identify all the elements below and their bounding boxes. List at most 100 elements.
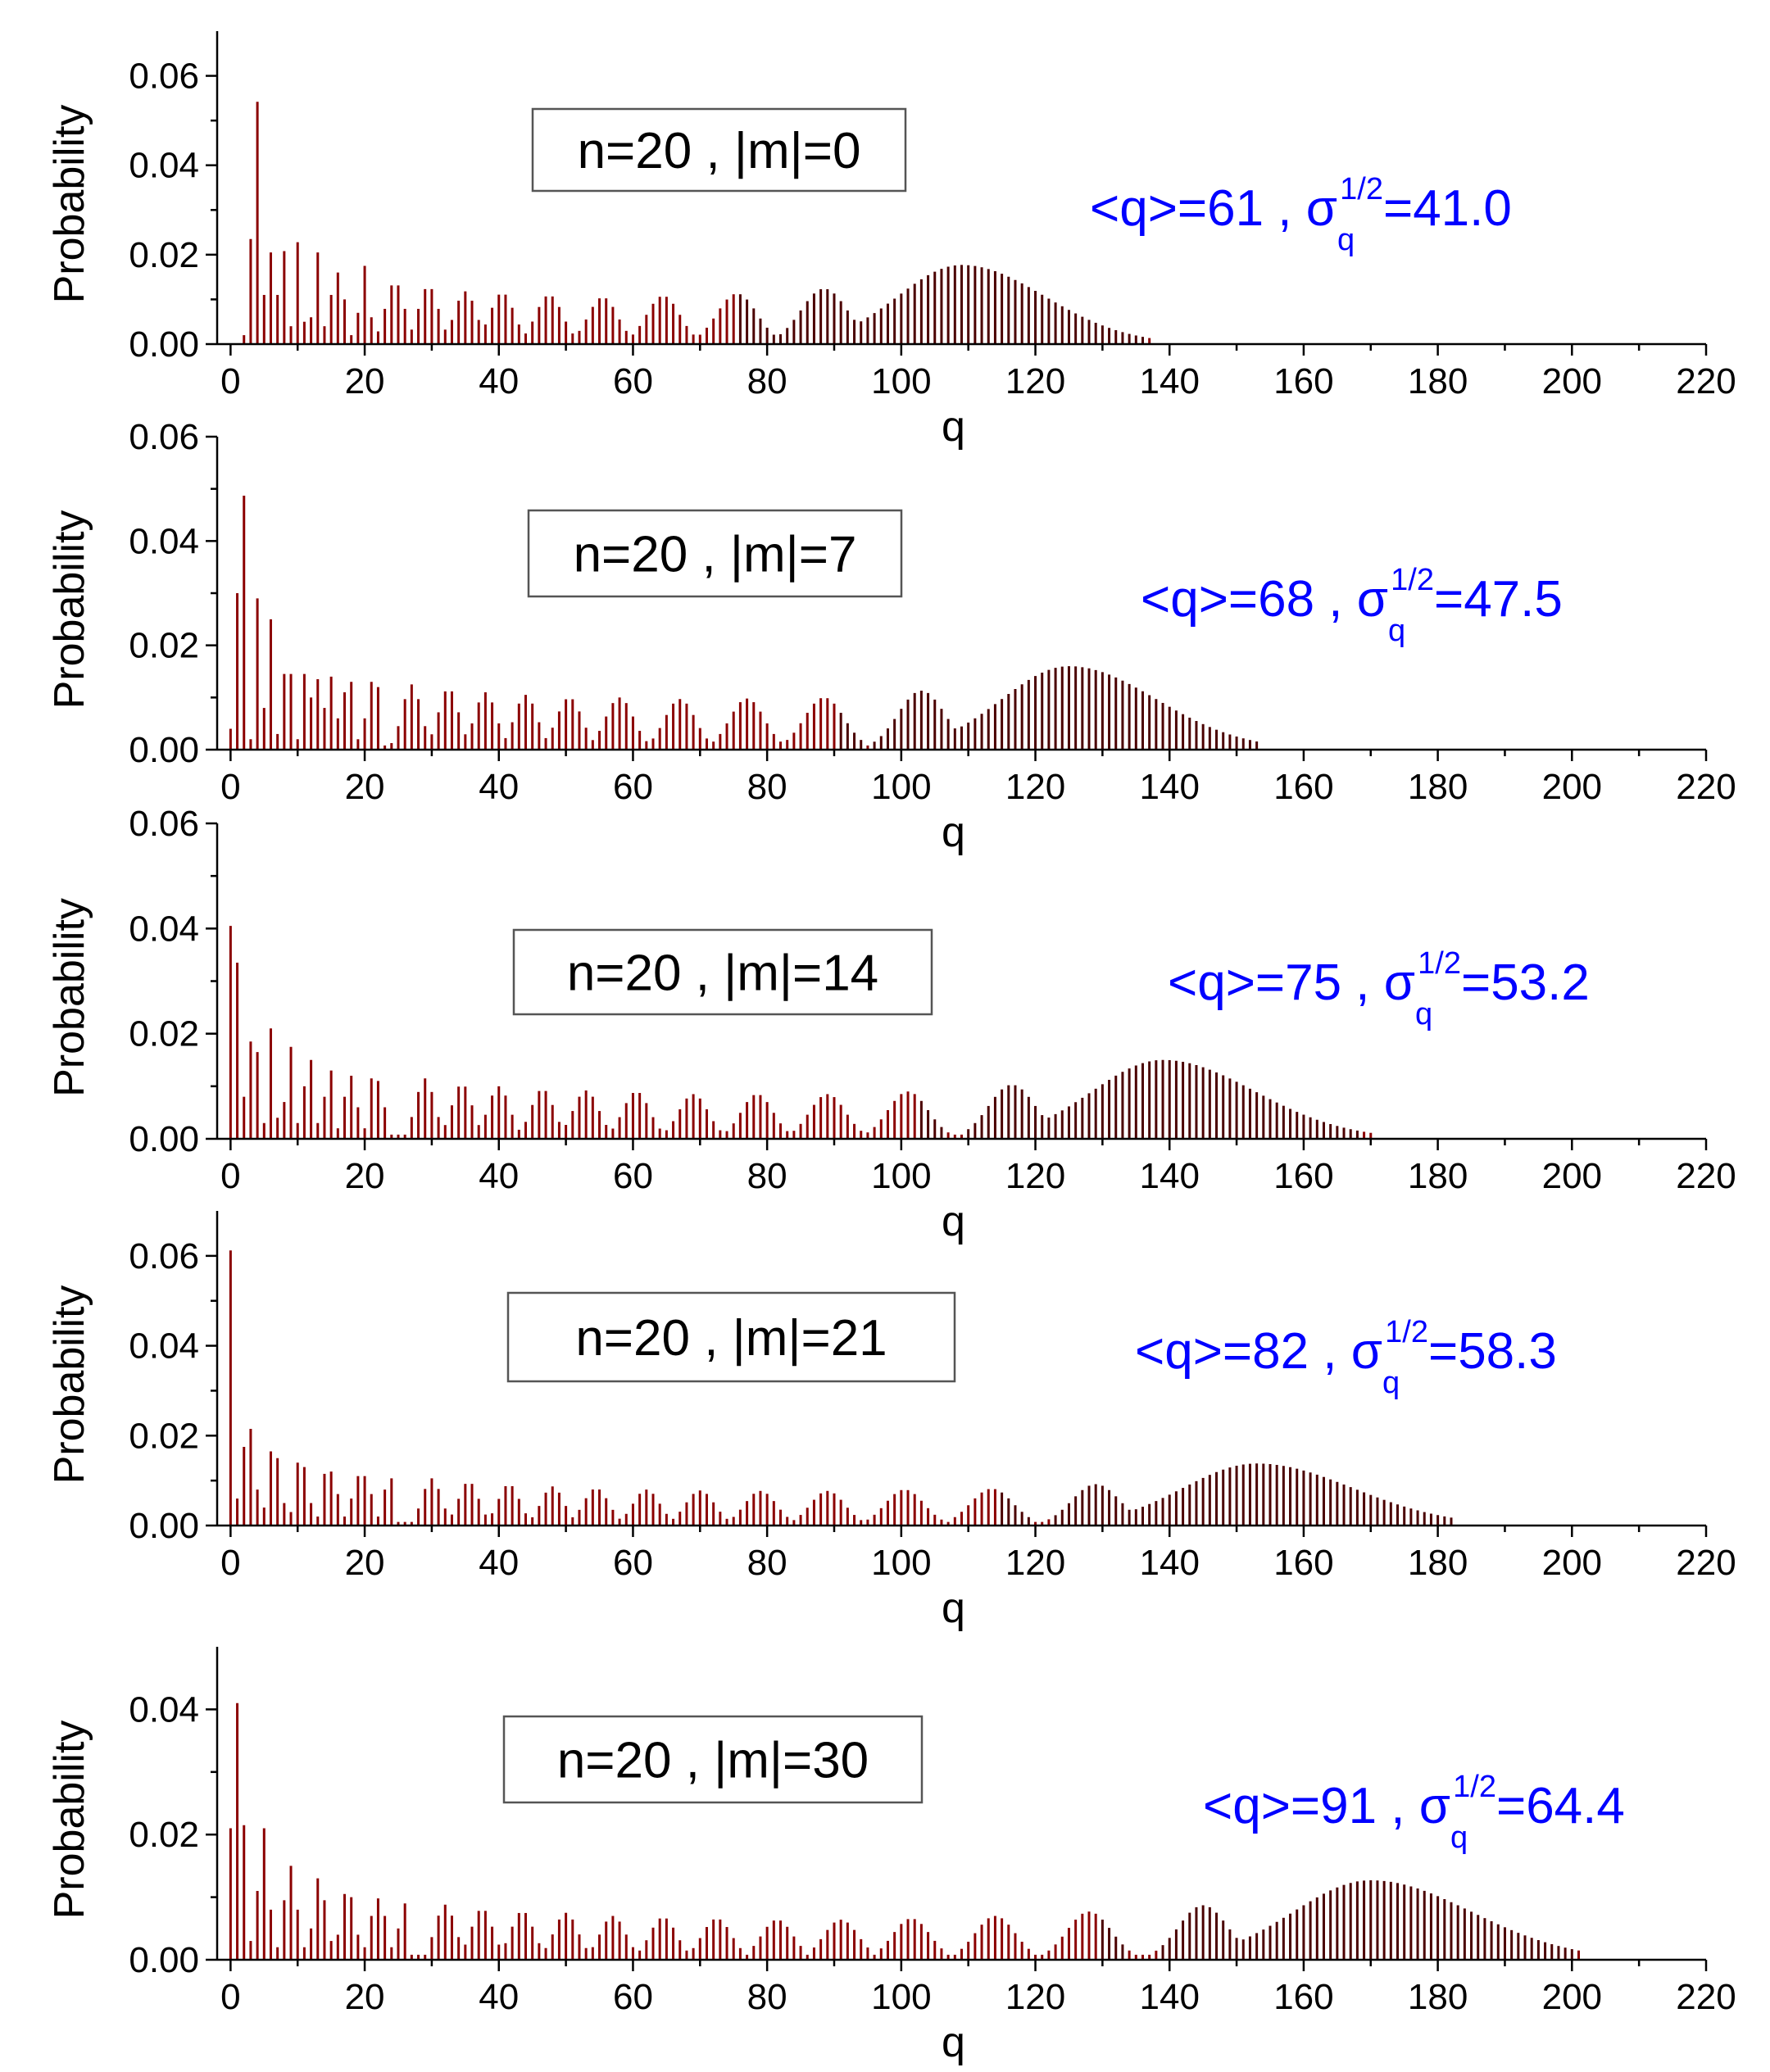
- x-tick-label: 0: [220, 767, 240, 807]
- panel-5: 0 20 40 60 80 100 120 140 160 180 200 220 0.00 0.02 0.…: [46, 1647, 1736, 2066]
- x-tick-label: 60: [613, 361, 653, 401]
- panel-1: 0 20 40 60 80 100 120 140 160 180 200 220 0.00 0.02 0.…: [46, 31, 1736, 451]
- x-tick-label: 80: [747, 1156, 787, 1196]
- x-axis-title: q: [942, 2019, 965, 2066]
- x-tick-label: 160: [1273, 361, 1333, 401]
- x-tick-label: 40: [479, 1156, 519, 1196]
- x-tick-label: 0: [220, 1156, 240, 1196]
- x-tick-label: 180: [1408, 1543, 1468, 1583]
- x-tick-label: 180: [1408, 1977, 1468, 2017]
- x-axis-title: q: [942, 1585, 965, 1632]
- stats-sigma-symbol: σ: [1419, 1778, 1450, 1834]
- stats-annotation: <q>=61 , σq 1/2=41.0: [1090, 172, 1512, 257]
- x-tick-label: 100: [871, 767, 931, 807]
- y-axis-title: Probability: [46, 898, 93, 1097]
- x-tick-label: 180: [1408, 767, 1468, 807]
- stats-sigma-value: =41.0: [1383, 180, 1512, 237]
- x-tick-label: 60: [613, 767, 653, 807]
- y-axis-title: Probability: [46, 510, 93, 710]
- panel-label: n=20 , |m|=0: [578, 123, 861, 179]
- stats-sigma-value: =64.4: [1496, 1778, 1625, 1834]
- x-tick-label: 200: [1542, 361, 1602, 401]
- stats-annotation: <q>=68 , σq 1/2=47.5: [1141, 563, 1563, 648]
- panel-label-box: [512, 928, 933, 1016]
- panel-3: 0 20 40 60 80 100 120 140 160 180 200 220 0.00 0.02 0.…: [46, 804, 1736, 1245]
- x-tick-label: 20: [345, 767, 385, 807]
- y-tick-label: 0.04: [129, 1326, 199, 1367]
- y-axis-title: Probability: [46, 1285, 93, 1485]
- stats-annotation: <q>=82 , σq 1/2=58.3: [1135, 1315, 1557, 1400]
- y-tick-label: 0.06: [129, 804, 199, 844]
- x-tick-label: 40: [479, 767, 519, 807]
- stats-sigma-sup: 1/2: [1385, 1315, 1428, 1349]
- x-tick-label: 220: [1676, 1977, 1736, 2017]
- panel-2: 0 20 40 60 80 100 120 140 160 180 200 220 0.00 0.02 0.…: [46, 417, 1736, 856]
- panel-label: n=20 , |m|=7: [574, 527, 857, 583]
- x-tick-label: 0: [220, 1977, 240, 2017]
- x-tick-label: 80: [747, 767, 787, 807]
- x-tick-label: 100: [871, 1543, 931, 1583]
- x-tick-label: 160: [1273, 1156, 1333, 1196]
- y-axis-title: Probability: [46, 1721, 93, 1920]
- stats-sigma-symbol: σ: [1384, 954, 1415, 1011]
- panel-label-box: [527, 509, 903, 598]
- x-tick-label: 140: [1140, 767, 1200, 807]
- stats-mean: <q>=75 ,: [1168, 954, 1384, 1011]
- x-tick-label: 140: [1140, 361, 1200, 401]
- panel-label-box: [502, 1715, 924, 1804]
- x-tick-label: 200: [1542, 1543, 1602, 1583]
- x-tick-label: 60: [613, 1156, 653, 1196]
- x-tick-label: 120: [1005, 1156, 1065, 1196]
- stats-sigma-symbol: σ: [1357, 571, 1388, 628]
- stats-sigma-sup: 1/2: [1340, 172, 1383, 206]
- stats-sigma-sub: q: [1415, 997, 1432, 1031]
- panel-label: n=20 , |m|=30: [557, 1733, 869, 1789]
- stats-sigma-sup: 1/2: [1453, 1770, 1496, 1804]
- x-tick-label: 220: [1676, 1156, 1736, 1196]
- stats-mean: <q>=68 ,: [1141, 571, 1357, 628]
- x-tick-label: 0: [220, 1543, 240, 1583]
- stats-sigma-symbol: σ: [1351, 1323, 1382, 1380]
- x-tick-label: 20: [345, 361, 385, 401]
- stats-sigma-value: =53.2: [1461, 954, 1590, 1011]
- panel-label: n=20 , |m|=21: [575, 1310, 887, 1367]
- x-tick-label: 200: [1542, 767, 1602, 807]
- x-tick-label: 180: [1408, 1156, 1468, 1196]
- y-tick-label: 0.06: [129, 417, 199, 457]
- x-tick-label: 80: [747, 361, 787, 401]
- y-axis-title: Probability: [46, 105, 93, 304]
- stats-sigma-value: =58.3: [1428, 1323, 1557, 1380]
- panel-4: 0 20 40 60 80 100 120 140 160 180 200 220 0.00 0.02 0.…: [46, 1211, 1736, 1632]
- x-tick-label: 140: [1140, 1977, 1200, 2017]
- x-tick-label: 20: [345, 1543, 385, 1583]
- x-tick-label: 120: [1005, 1543, 1065, 1583]
- y-tick-label: 0.04: [129, 521, 199, 561]
- stats-sigma-sub: q: [1337, 223, 1355, 257]
- y-tick-label: 0.00: [129, 1506, 199, 1546]
- stats-sigma-value: =47.5: [1434, 571, 1563, 628]
- x-tick-label: 100: [871, 361, 931, 401]
- panel-label: n=20 , |m|=14: [567, 945, 878, 1002]
- y-tick-label: 0.02: [129, 1416, 199, 1456]
- y-tick-label: 0.02: [129, 235, 199, 275]
- x-tick-label: 160: [1273, 1977, 1333, 2017]
- x-tick-label: 40: [479, 1543, 519, 1583]
- y-tick-label: 0.04: [129, 1689, 199, 1730]
- stats-sigma-sub: q: [1450, 1820, 1468, 1855]
- x-tick-label: 220: [1676, 767, 1736, 807]
- x-tick-label: 100: [871, 1156, 931, 1196]
- panel-label-box: [531, 107, 907, 193]
- stats-annotation: <q>=75 , σq 1/2=53.2: [1168, 946, 1590, 1031]
- stats-sigma-sup: 1/2: [1391, 563, 1434, 597]
- x-tick-label: 40: [479, 361, 519, 401]
- x-tick-label: 20: [345, 1977, 385, 2017]
- x-tick-label: 140: [1140, 1156, 1200, 1196]
- y-tick-label: 0.02: [129, 1014, 199, 1054]
- y-tick-label: 0.02: [129, 626, 199, 666]
- x-tick-label: 20: [345, 1156, 385, 1196]
- x-tick-label: 120: [1005, 767, 1065, 807]
- y-tick-label: 0.04: [129, 909, 199, 949]
- x-tick-label: 180: [1408, 361, 1468, 401]
- stats-annotation: <q>=91 , σq 1/2=64.4: [1203, 1770, 1625, 1855]
